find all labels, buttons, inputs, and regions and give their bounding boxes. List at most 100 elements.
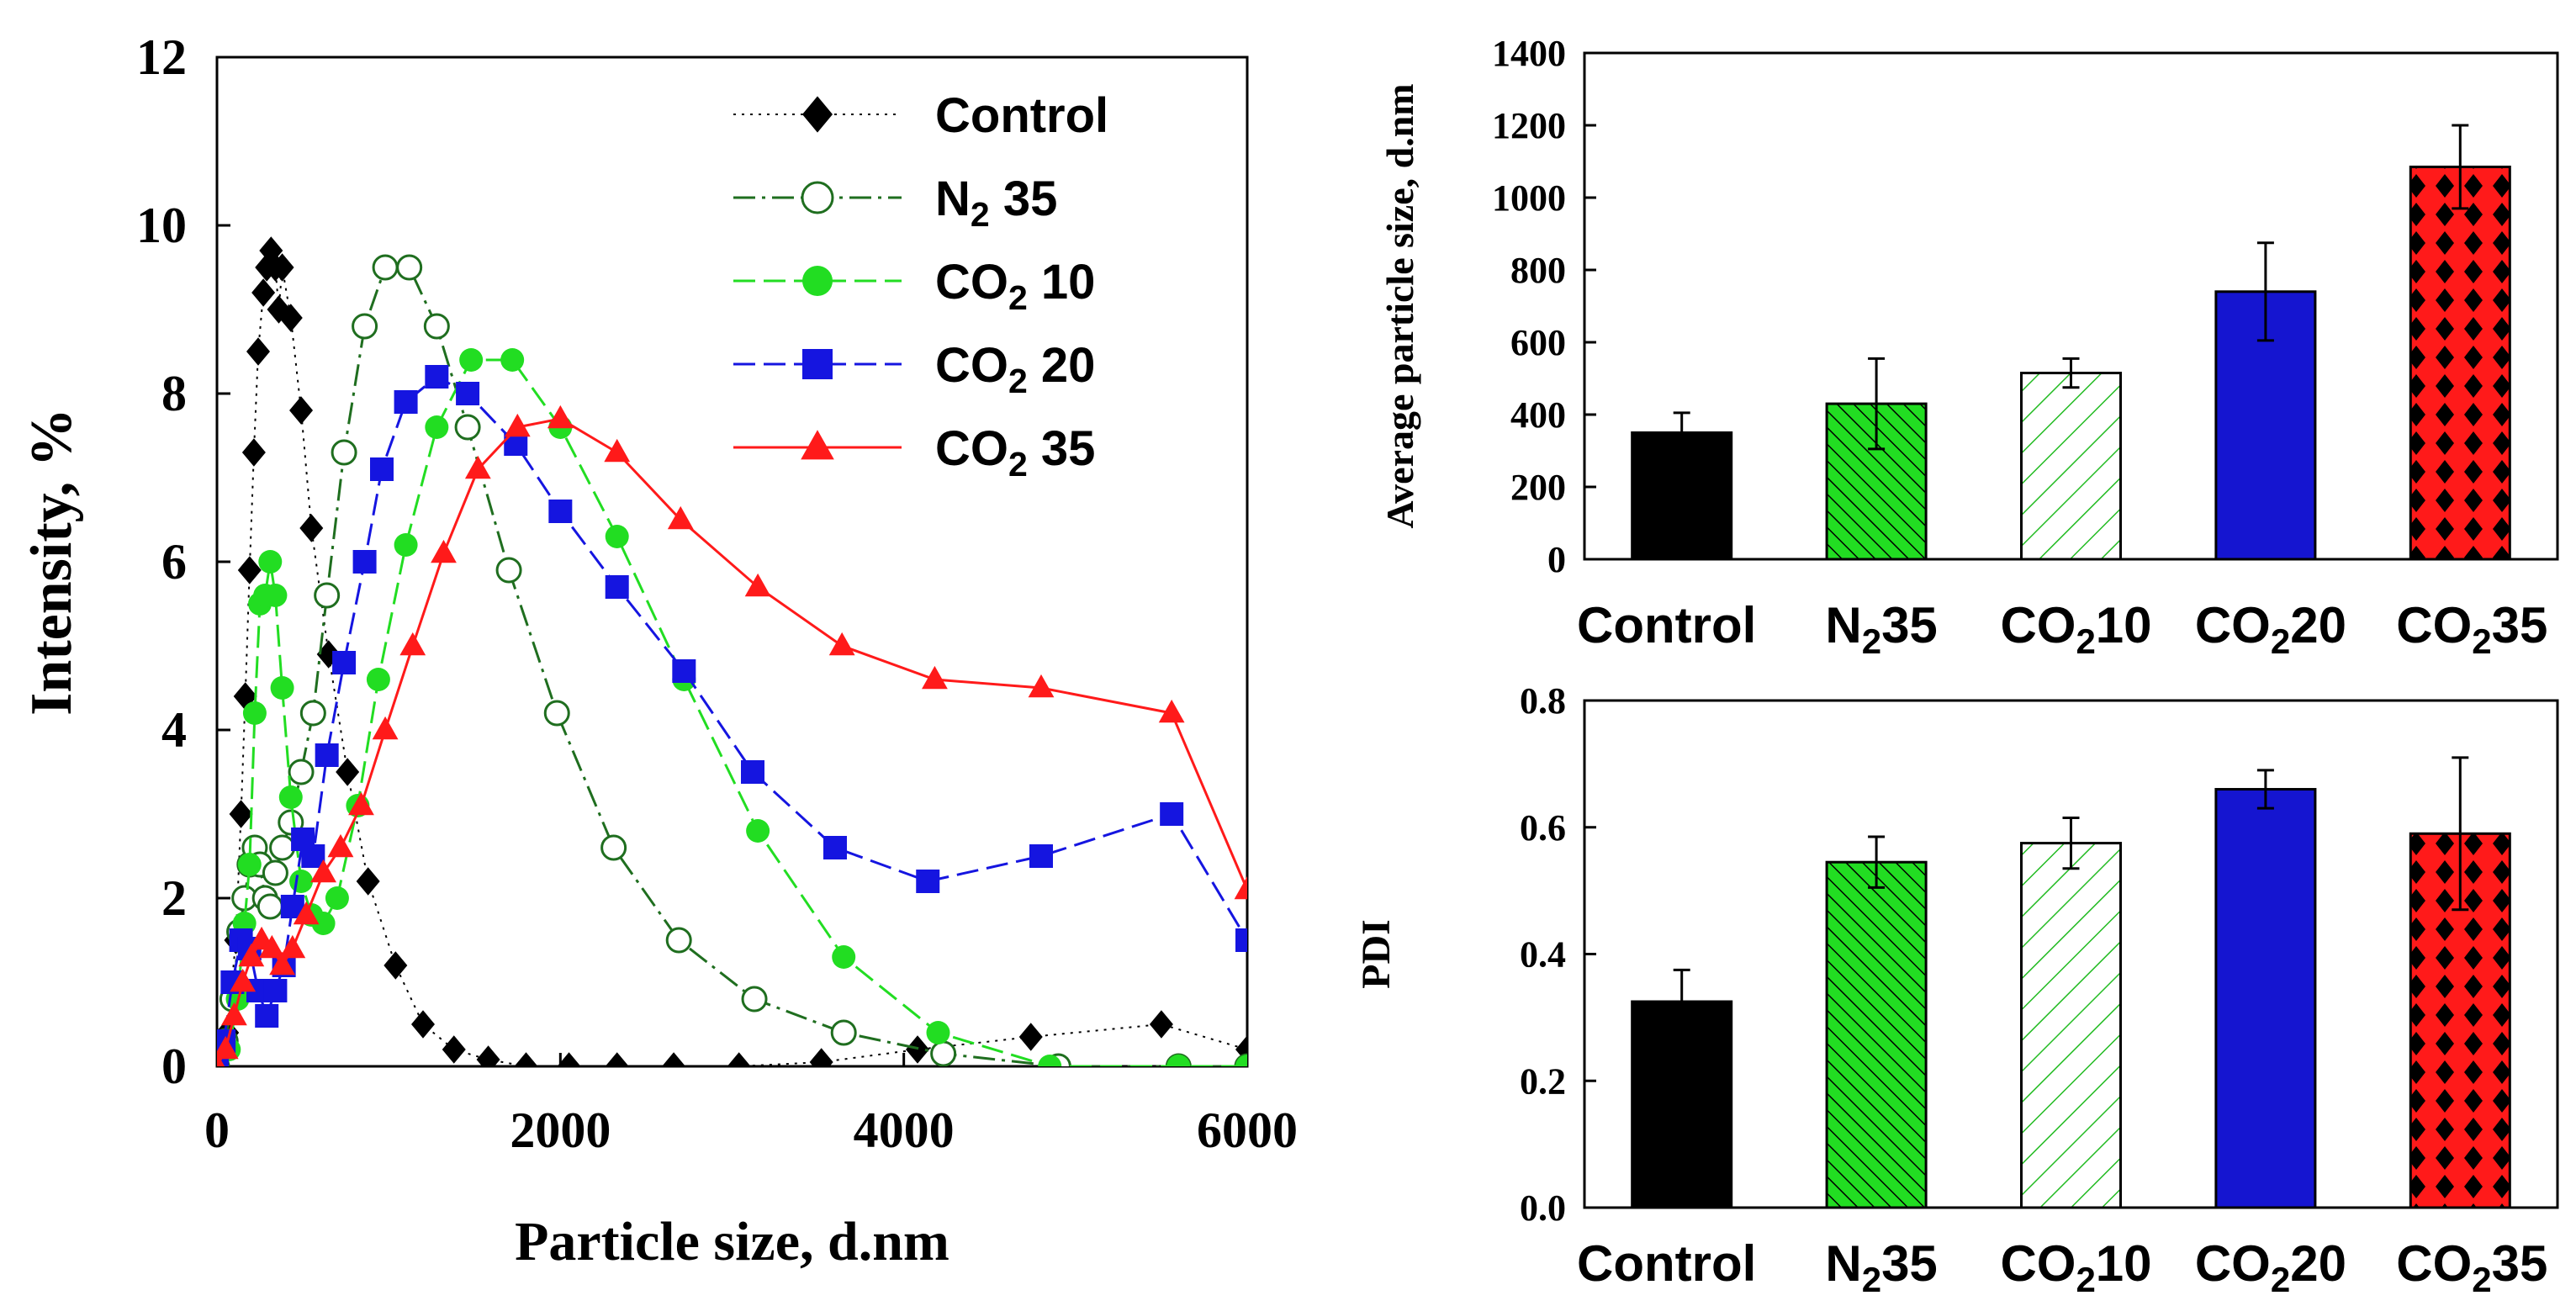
series-control [217, 236, 1247, 1066]
y-tick-label: 200 [1510, 467, 1566, 508]
x-tick-label: 6000 [1197, 1102, 1298, 1158]
data-point [1158, 699, 1185, 723]
y-tick-label: 4 [161, 702, 187, 758]
data-point [257, 893, 283, 920]
data-point [425, 365, 449, 389]
data-point [557, 1052, 581, 1066]
series-line [217, 417, 1247, 1066]
data-point [431, 539, 457, 563]
data-point [383, 951, 408, 980]
data-point [454, 414, 481, 441]
data-point [423, 313, 450, 340]
category-label: Control [1577, 597, 1756, 653]
data-point [332, 651, 357, 674]
data-point [741, 986, 768, 1013]
data-point [310, 859, 336, 883]
data-point [600, 834, 627, 861]
data-point [269, 834, 296, 861]
data-point [258, 550, 283, 574]
data-point [348, 791, 374, 816]
data-point [299, 700, 326, 727]
data-point [372, 254, 399, 281]
data-point [278, 785, 303, 809]
data-point [237, 556, 262, 584]
data-point [926, 1021, 950, 1044]
bar [2214, 788, 2317, 1209]
data-point [476, 1045, 500, 1066]
data-point [741, 760, 764, 784]
bar [2409, 165, 2511, 561]
category-label: N235 [1825, 1235, 1937, 1299]
series-co2-35 [217, 404, 1247, 1066]
data-point [263, 584, 288, 607]
data-point [744, 573, 771, 597]
data-point [278, 304, 303, 332]
data-point [425, 415, 449, 439]
data-point [314, 582, 341, 609]
legend-label: CO2 20 [935, 338, 1095, 400]
legend-marker [802, 349, 833, 379]
data-point [514, 1052, 538, 1066]
data-point [352, 550, 377, 574]
y-tick-label: 0 [161, 1039, 187, 1094]
data-point [242, 701, 267, 725]
data-point [311, 912, 336, 935]
y-tick-label: 0.2 [1520, 1060, 1566, 1102]
data-point [229, 800, 253, 828]
data-point [370, 457, 394, 481]
legend-label: N2 35 [935, 172, 1057, 234]
data-point [1038, 1055, 1062, 1066]
category-label: CO210 [2000, 597, 2151, 661]
x-axis-label: Particle size, d.nm [515, 1211, 949, 1272]
bar [1631, 1000, 1733, 1209]
data-point [394, 390, 418, 414]
category-label: CO235 [2396, 1235, 2547, 1299]
data-point [269, 951, 295, 976]
category-label: CO235 [2396, 597, 2547, 661]
x-tick-label: 4000 [854, 1102, 955, 1158]
data-point [233, 682, 257, 711]
y-tick-label: 6 [161, 534, 187, 590]
data-point [604, 438, 631, 463]
data-point [830, 1019, 857, 1046]
y-tick-label: 0.0 [1520, 1187, 1566, 1229]
data-point [251, 278, 276, 307]
y-tick-label: 0.8 [1520, 680, 1566, 722]
data-point [665, 927, 692, 954]
y-axis-label: Average particle size, d.nm [1378, 83, 1421, 528]
data-point [288, 759, 315, 785]
data-point [1149, 1010, 1173, 1039]
data-point [325, 886, 349, 910]
data-point [263, 979, 288, 1002]
y-tick-label: 8 [161, 366, 187, 421]
data-point [230, 968, 257, 992]
data-point [241, 438, 266, 467]
data-point [279, 934, 306, 959]
x-tick-label: 0 [204, 1102, 230, 1158]
data-point [547, 404, 574, 429]
data-point [221, 1002, 247, 1026]
y-tick-label: 1000 [1492, 177, 1566, 219]
y-tick-label: 0.4 [1520, 934, 1566, 976]
data-point [1166, 1055, 1191, 1066]
data-point [495, 557, 522, 584]
y-tick-label: 10 [136, 198, 187, 253]
data-point [605, 575, 629, 599]
legend: Control N2 35 CO2 10 CO2 20 CO2 35 [733, 88, 1108, 484]
data-point [289, 870, 314, 893]
data-point [293, 901, 320, 925]
series-co2-10 [217, 348, 1247, 1066]
data-point [456, 382, 480, 405]
data-point [270, 676, 294, 700]
data-point [394, 533, 418, 557]
data-point [916, 870, 940, 893]
y-tick-label: 600 [1510, 322, 1566, 363]
data-point [823, 836, 847, 859]
series-n2-35 [217, 254, 1247, 1066]
data-point [262, 859, 288, 886]
data-point [255, 1004, 279, 1028]
data-point [258, 934, 285, 959]
data-point [316, 640, 341, 669]
y-tick-label: 800 [1510, 250, 1566, 291]
